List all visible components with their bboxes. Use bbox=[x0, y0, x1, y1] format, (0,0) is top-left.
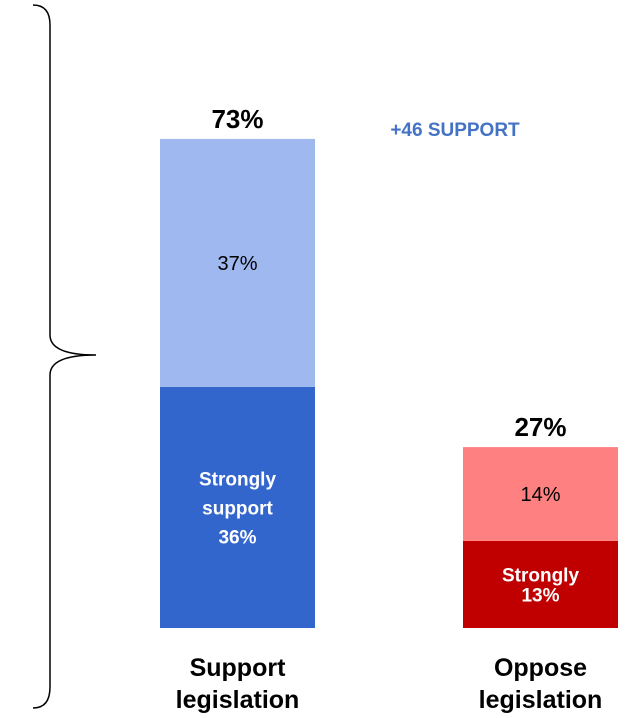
bar-segment bbox=[463, 447, 618, 541]
curly-bracket bbox=[32, 4, 97, 709]
segment-data-label: Strongly support 36% bbox=[199, 469, 276, 548]
bar-total-label: 27% bbox=[514, 412, 566, 442]
segment-data-label: 14% bbox=[520, 484, 560, 506]
segment-data-label: 37% bbox=[217, 253, 257, 275]
net-support-annotation: +46 SUPPORT bbox=[390, 120, 520, 141]
bar-segment bbox=[463, 540, 618, 628]
bar-segment bbox=[160, 386, 315, 628]
category-label: Support legislation bbox=[176, 654, 300, 714]
bar-segment bbox=[160, 138, 315, 387]
category-label: Oppose legislation bbox=[479, 654, 603, 714]
segment-data-label: Strongly 13% bbox=[502, 565, 579, 606]
bar-total-label: 73% bbox=[211, 104, 263, 134]
